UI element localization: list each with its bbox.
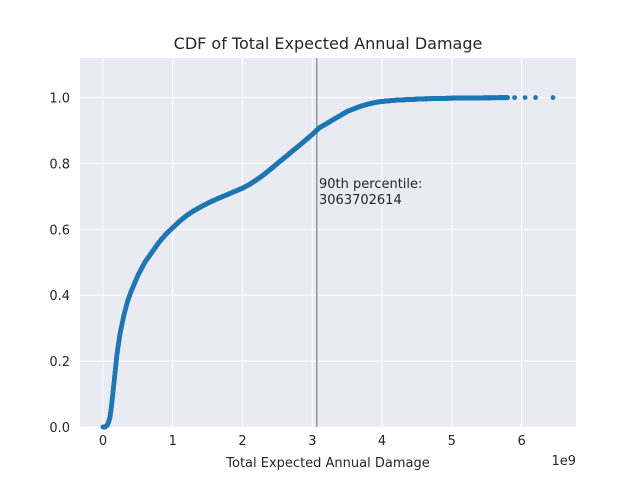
y-tick-label: 0.2 [49,355,70,370]
x-tick-label: 5 [448,434,456,449]
data-point [505,95,511,101]
x-ticks: 0 1 2 3 4 5 6 [99,434,526,449]
data-points [100,95,556,430]
data-point [512,95,518,101]
data-point [522,95,528,101]
data-point [550,95,556,100]
y-tick-label: 0.6 [49,223,70,238]
chart-title: CDF of Total Expected Annual Damage [174,34,483,53]
data-point [533,95,538,100]
x-tick-label: 0 [99,434,107,449]
data-point [118,327,124,332]
data-point [100,424,106,430]
x-axis-label: Total Expected Annual Damage [225,456,429,471]
y-tick-label: 0.8 [49,157,70,172]
x-tick-label: 1 [169,434,177,449]
y-ticks: 0.0 0.2 0.4 0.6 0.8 1.0 [49,92,70,436]
x-tick-label: 2 [238,434,246,449]
x-tick-label: 3 [308,434,316,449]
percentile-annotation-value: 3063702614 [319,193,402,208]
percentile-annotation-label: 90th percentile: [319,177,422,192]
x-axis-scale-label: 1e9 [551,454,576,469]
y-tick-label: 0.4 [49,289,70,304]
y-tick-label: 0.0 [49,421,70,436]
plot-area [80,58,576,427]
x-tick-label: 6 [517,434,525,449]
y-tick-label: 1.0 [49,92,70,107]
x-tick-label: 4 [378,434,386,449]
grid [80,58,576,428]
